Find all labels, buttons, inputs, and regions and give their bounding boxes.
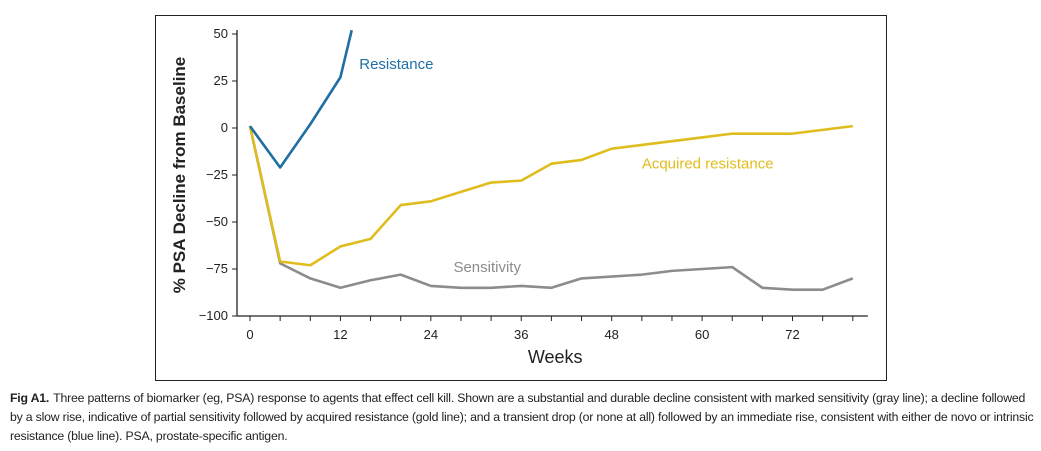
y-tick-label: −75 bbox=[206, 261, 228, 276]
psa-line-chart: 50 25 0 −25 −50 −75 −100 0 12 24 36 48 60 72 Weeks % PS… bbox=[170, 26, 868, 367]
caption-text: Three patterns of biomarker (eg, PSA) re… bbox=[10, 391, 1034, 443]
figure-caption: Fig A1. Three patterns of biomarker (eg, … bbox=[10, 389, 1035, 446]
y-tick-label: 50 bbox=[214, 26, 228, 41]
x-tick-label: 24 bbox=[424, 327, 438, 342]
x-tick-label: 60 bbox=[695, 327, 709, 342]
x-tick-label: 0 bbox=[246, 327, 253, 342]
series-label: Sensitivity bbox=[453, 259, 521, 276]
y-axis-label: % PSA Decline from Baseline bbox=[170, 57, 189, 294]
x-tick-label: 12 bbox=[333, 327, 347, 342]
y-tick-label: −25 bbox=[206, 167, 228, 182]
series-label: Acquired resistance bbox=[642, 156, 774, 173]
y-tick-label: 25 bbox=[214, 73, 228, 88]
y-tick-label: −50 bbox=[206, 214, 228, 229]
caption-label: Fig A1. bbox=[10, 391, 50, 405]
series-line-acquired-resistance bbox=[248, 124, 853, 267]
x-tick-label: 72 bbox=[785, 327, 799, 342]
y-tick-label: −100 bbox=[199, 308, 228, 323]
chart-frame bbox=[155, 15, 887, 381]
y-tick-label: 0 bbox=[221, 120, 228, 135]
x-axis-label: Weeks bbox=[528, 347, 583, 367]
series-label: Resistance bbox=[359, 56, 433, 73]
series-line-resistance bbox=[248, 29, 353, 169]
x-tick-label: 36 bbox=[514, 327, 528, 342]
x-tick-label: 48 bbox=[604, 327, 618, 342]
series-line-sensitivity bbox=[248, 125, 854, 291]
